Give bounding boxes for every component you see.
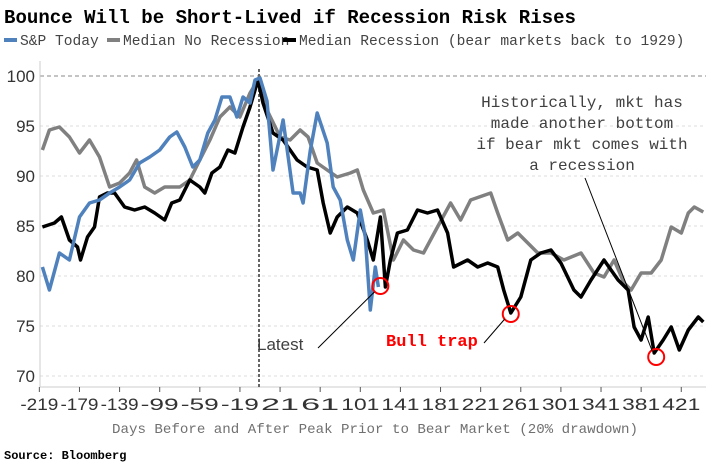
x-tick-label: 181	[422, 395, 460, 414]
leader-line	[483, 318, 506, 344]
x-tick-label: 261	[502, 395, 540, 414]
highlight-circle	[647, 348, 666, 366]
x-tick-label: 301	[542, 395, 580, 414]
y-tick-label: 70	[16, 367, 35, 386]
legend: S&P Today Median No Recession Median Reces…	[4, 34, 684, 50]
x-tick-label: -59	[181, 395, 219, 414]
legend-label: Median Recession (bear markets back to 1…	[299, 34, 684, 50]
series-line-median-no-recession	[40, 78, 705, 292]
x-tick-label: -219	[20, 395, 58, 414]
y-tick-label: 75	[16, 317, 35, 336]
y-tick-label: 85	[16, 217, 35, 236]
x-tick-label: 221	[462, 395, 500, 414]
leader-line	[584, 177, 653, 352]
source-note: Source: Bloomberg	[4, 449, 126, 463]
x-tick-label: -99	[141, 395, 179, 414]
annotation-historically-line: made another bottom	[491, 115, 673, 133]
annotation-historically-line: Historically, mkt has	[481, 94, 683, 112]
annotation-historically-line: a recession	[529, 157, 635, 175]
y-tick-label: 95	[16, 117, 35, 136]
x-tick-label: 341	[582, 395, 620, 414]
x-tick-label: -179	[60, 395, 98, 414]
y-tick-label: 100	[7, 67, 35, 86]
annotation-historically-line: if bear mkt comes with	[476, 136, 687, 154]
annotation-latest: Latest	[257, 335, 304, 354]
annotations: Latest Bull trap Historically, mkt has made…	[257, 94, 688, 366]
legend-label: Median No Recession	[123, 34, 289, 50]
annotation-bull-trap: Bull trap	[386, 333, 478, 352]
x-tick-label: 421	[662, 395, 700, 414]
chart-title: Bounce Will be Short-Lived if Recession …	[4, 7, 576, 29]
y-tick-label: 80	[16, 267, 35, 286]
y-tick-label: 90	[16, 167, 35, 186]
legend-swatch	[283, 38, 296, 42]
x-tick-label: 21	[261, 395, 299, 414]
leader-line	[317, 291, 375, 349]
x-tick-label: 101	[341, 395, 379, 414]
x-tick-label: -139	[101, 395, 139, 414]
x-axis-label: Days Before and After Peak Prior to Bear…	[112, 422, 638, 438]
highlight-circle	[501, 305, 520, 323]
highlight-circle	[371, 277, 390, 295]
x-tick-label: 61	[301, 395, 339, 414]
legend-swatch	[107, 38, 120, 42]
series-lines	[40, 76, 705, 355]
gridlines	[40, 75, 706, 377]
x-tick-label: 381	[622, 395, 660, 414]
legend-swatch	[4, 38, 17, 42]
x-tick-label: -19	[221, 395, 259, 414]
axes: 70 75 80 85 90 95 100 -219 -179 -139 -99 -59 -19 21 61…	[7, 61, 706, 414]
x-tick-label: 141	[381, 395, 419, 414]
series-line-sp-today	[40, 76, 381, 312]
legend-label: S&P Today	[20, 34, 99, 50]
